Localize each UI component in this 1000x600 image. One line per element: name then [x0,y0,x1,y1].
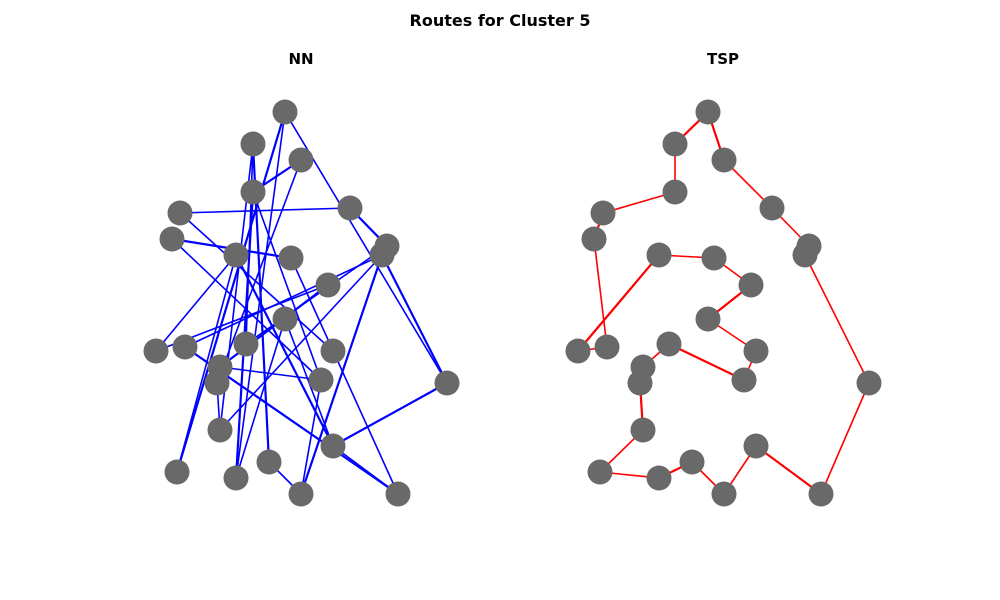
tsp-node [581,226,607,252]
figure-title: Routes for Cluster 5 [410,11,591,30]
nn-route-edge [332,382,448,447]
nn-node [272,306,298,332]
nn-node [288,481,314,507]
nn-node [434,370,460,396]
nn-route-edge [171,238,322,381]
tsp-node [662,131,688,157]
nn-node [288,147,314,173]
nn-node [172,334,198,360]
nn-node [240,131,266,157]
nn-route-edge [300,379,322,495]
nn-route-edge [175,111,287,473]
tsp-node [587,459,613,485]
nn-node [272,99,298,125]
nn-node [207,417,233,443]
tsp-node [743,433,769,459]
tsp-node [856,370,882,396]
nn-route-edge [219,254,383,431]
tsp-route-edge [668,343,745,381]
nn-node [385,481,411,507]
nn-route-edge [299,254,384,495]
nn-node [240,179,266,205]
nn-node [143,338,169,364]
tsp-route-edge [804,254,870,384]
tsp-node [731,367,757,393]
tsp-node [565,338,591,364]
nn-route-edge [155,254,237,352]
tsp-node [590,200,616,226]
tsp-node [792,242,818,268]
tsp-node [646,242,672,268]
tsp-node [738,272,764,298]
tsp-node [646,465,672,491]
tsp-nodes [565,99,882,507]
tsp-route-edge [820,382,870,495]
tsp-node [662,179,688,205]
tsp-route-edge [593,238,608,348]
nn-node [320,338,346,364]
nn-node [223,465,249,491]
nn-node [308,367,334,393]
nn-node [315,272,341,298]
nn-node [164,459,190,485]
panel-title-tsp: TSP [707,50,739,68]
nn-nodes [143,99,460,507]
nn-node [233,331,259,357]
panel-nn: NN [143,50,460,507]
tsp-edges [577,111,870,495]
panel-title-nn: NN [288,50,313,68]
tsp-node [627,370,653,396]
nn-route-edge [176,254,237,473]
tsp-node [656,331,682,357]
tsp-route-edge [755,445,822,495]
nn-node [278,245,304,271]
nn-route-edge [252,191,322,381]
nn-node [320,433,346,459]
nn-node [256,449,282,475]
nn-route-edge [184,254,383,348]
nn-node [204,370,230,396]
tsp-route-edge [577,254,660,352]
tsp-node [695,306,721,332]
nn-route-edge [290,257,399,495]
tsp-node [701,245,727,271]
tsp-node [711,481,737,507]
nn-route-edge [179,207,351,214]
nn-route-edge [219,366,322,381]
nn-node [167,200,193,226]
nn-route-edge [179,212,334,352]
tsp-node [759,195,785,221]
nn-node [223,242,249,268]
panel-tsp: TSP [565,50,882,507]
nn-node [337,195,363,221]
tsp-node [630,417,656,443]
nn-node [369,242,395,268]
tsp-node [743,338,769,364]
tsp-node [679,449,705,475]
nn-route-edge [216,159,302,384]
nn-route-edge [332,445,399,495]
nn-node [159,226,185,252]
tsp-node [711,147,737,173]
nn-route-edge [381,254,448,384]
tsp-node [808,481,834,507]
tsp-node [695,99,721,125]
tsp-node [594,334,620,360]
nn-route-edge [235,254,334,447]
